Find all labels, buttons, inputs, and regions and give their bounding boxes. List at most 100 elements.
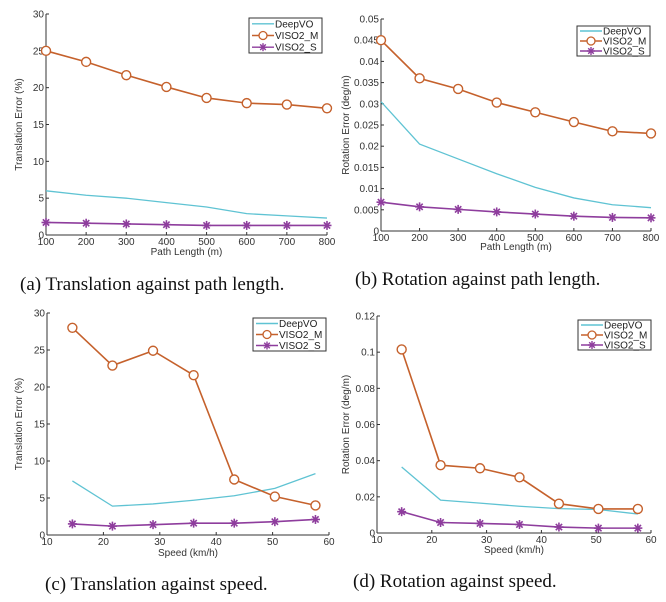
data-point-star <box>148 520 158 530</box>
data-point-circle <box>553 498 565 509</box>
star-stroke <box>436 518 445 527</box>
legend-item: VISO2_M <box>580 36 646 48</box>
x-tick-label: 10 <box>371 535 383 546</box>
y-tick-label: 0.12 <box>356 312 376 323</box>
x-axis-label: Speed (km/h) <box>484 545 544 556</box>
legend-label: VISO2_M <box>275 31 318 42</box>
series-deepvo <box>45 190 328 219</box>
y-tick-label: 0.1 <box>361 348 375 359</box>
y-tick-label: 25 <box>34 346 46 357</box>
series-viso2-m <box>40 45 333 114</box>
legend-label: VISO2_M <box>604 331 647 342</box>
y-tick-label: 0.04 <box>360 57 380 68</box>
x-tick-label: 200 <box>78 237 95 248</box>
x-tick-label: 30 <box>481 535 493 546</box>
data-point-star <box>310 514 320 524</box>
y-tick-label: 0.05 <box>360 15 380 26</box>
legend-label: DeepVO <box>279 319 318 330</box>
legend-marker-circle <box>587 330 597 340</box>
data-point-star <box>436 518 446 528</box>
star-stroke <box>415 203 424 211</box>
series-line <box>380 39 652 135</box>
data-point-circle <box>414 73 425 84</box>
star-stroke <box>515 520 524 529</box>
caption-c: (c) Translation against speed. <box>45 574 268 595</box>
data-point-star <box>229 518 239 528</box>
x-tick-label: 50 <box>591 535 603 546</box>
series-viso2-s <box>376 197 656 223</box>
legend-item: VISO2_S <box>252 43 317 54</box>
legend-item: VISO2_M <box>581 330 647 342</box>
x-tick-label: 600 <box>238 237 255 248</box>
data-point-circle <box>491 97 502 108</box>
data-point-circle <box>452 83 464 95</box>
legend-marker-star <box>588 341 596 349</box>
series-line <box>380 201 652 219</box>
data-point-star <box>41 217 51 227</box>
y-tick-label: 0 <box>373 227 379 238</box>
legend-label: DeepVO <box>604 321 643 332</box>
star-stroke <box>230 519 238 527</box>
y-tick-label: 25 <box>33 46 45 57</box>
legend-item: VISO2_S <box>580 47 645 58</box>
star-stroke <box>68 520 77 528</box>
data-point-circle <box>121 69 132 81</box>
data-point-circle <box>147 345 159 356</box>
legend-label: VISO2_S <box>279 341 321 352</box>
x-tick-label: 300 <box>118 237 135 248</box>
caption-d: (d) Rotation against speed. <box>353 571 557 592</box>
legend-item: VISO2_S <box>581 341 646 352</box>
data-point-circle <box>568 116 580 128</box>
x-tick-label: 100 <box>373 233 390 244</box>
y-tick-label: 0.02 <box>356 492 376 503</box>
data-point-star <box>161 220 171 230</box>
x-tick-label: 500 <box>198 237 215 248</box>
caption-b: (b) Rotation against path length. <box>355 269 600 290</box>
y-axis-label: Rotation Error (deg/m) <box>341 375 352 474</box>
star-stroke <box>555 523 563 531</box>
data-point-star <box>475 518 485 528</box>
data-point-star <box>282 220 292 230</box>
chart-b: 0 0.005 0.01 0.015 0.02 0.025 0.03 0.035 0.04 0.0… <box>341 15 660 254</box>
y-tick-label: 0.005 <box>354 205 379 216</box>
x-tick-label: 20 <box>426 535 438 546</box>
y-tick-label: 0.06 <box>356 420 376 431</box>
data-point-circle <box>269 491 281 502</box>
y-tick-label: 10 <box>33 157 45 168</box>
data-point-circle <box>161 81 172 93</box>
data-point-circle <box>530 107 541 118</box>
data-point-circle <box>593 503 604 515</box>
series-deepvo <box>72 472 316 507</box>
y-tick-label: 0.025 <box>354 121 379 132</box>
star-stroke <box>377 198 385 206</box>
x-tick-label: 700 <box>279 237 296 248</box>
data-point-star <box>242 220 252 230</box>
chart-d: 0 0.02 0.04 0.06 0.08 0.1 0.12 10 20 30 40 50 60 Spee… <box>341 312 657 557</box>
series-viso2-m <box>67 322 321 511</box>
series-viso2-s <box>67 514 320 531</box>
legend-item: DeepVO <box>256 319 318 330</box>
series-viso2-s <box>397 507 643 533</box>
legend-marker-star <box>259 43 267 51</box>
legend-label: DeepVO <box>275 19 314 30</box>
series-line <box>71 327 316 507</box>
star-stroke <box>476 519 484 528</box>
x-tick-label: 60 <box>323 537 335 548</box>
data-point-star <box>607 212 617 222</box>
legend-label: DeepVO <box>603 27 642 38</box>
star-stroke <box>647 214 655 222</box>
data-point-star <box>569 211 579 221</box>
data-point-circle <box>107 360 118 371</box>
x-tick-label: 20 <box>98 537 110 548</box>
x-tick-label: 500 <box>527 233 544 244</box>
data-point-star <box>121 219 131 229</box>
star-stroke <box>202 221 211 230</box>
star-stroke <box>454 205 462 214</box>
legend-label: VISO2_S <box>275 43 317 54</box>
star-stroke <box>594 524 603 532</box>
series-viso2-s <box>41 217 332 230</box>
x-tick-label: 30 <box>154 537 166 548</box>
series-viso2-m <box>375 35 657 139</box>
